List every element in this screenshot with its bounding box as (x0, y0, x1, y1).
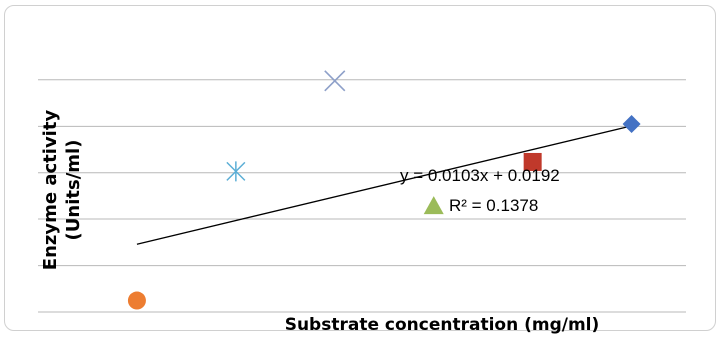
trendline-r-squared: R² = 0.1378 (449, 196, 538, 215)
data-point-1-circle (127, 291, 146, 310)
data-point-2-asterisk (226, 161, 246, 182)
data-point-4-triangle (423, 196, 444, 215)
data-point-5-square (523, 152, 542, 171)
x-axis-title: Substrate concentration (mg/ml) (285, 315, 600, 335)
data-point-3-x (324, 70, 346, 92)
data-point-6-diamond (622, 115, 641, 134)
gridlines (38, 79, 686, 313)
trendline-equation: y = 0.0103x + 0.0192 (400, 166, 560, 185)
y-axis-title-line-2: (Units/ml) (63, 140, 84, 241)
trendline (136, 125, 632, 245)
chart-frame (4, 5, 716, 331)
y-axis-title-line-1: Enzyme activity (40, 110, 61, 271)
data-points (127, 70, 641, 310)
